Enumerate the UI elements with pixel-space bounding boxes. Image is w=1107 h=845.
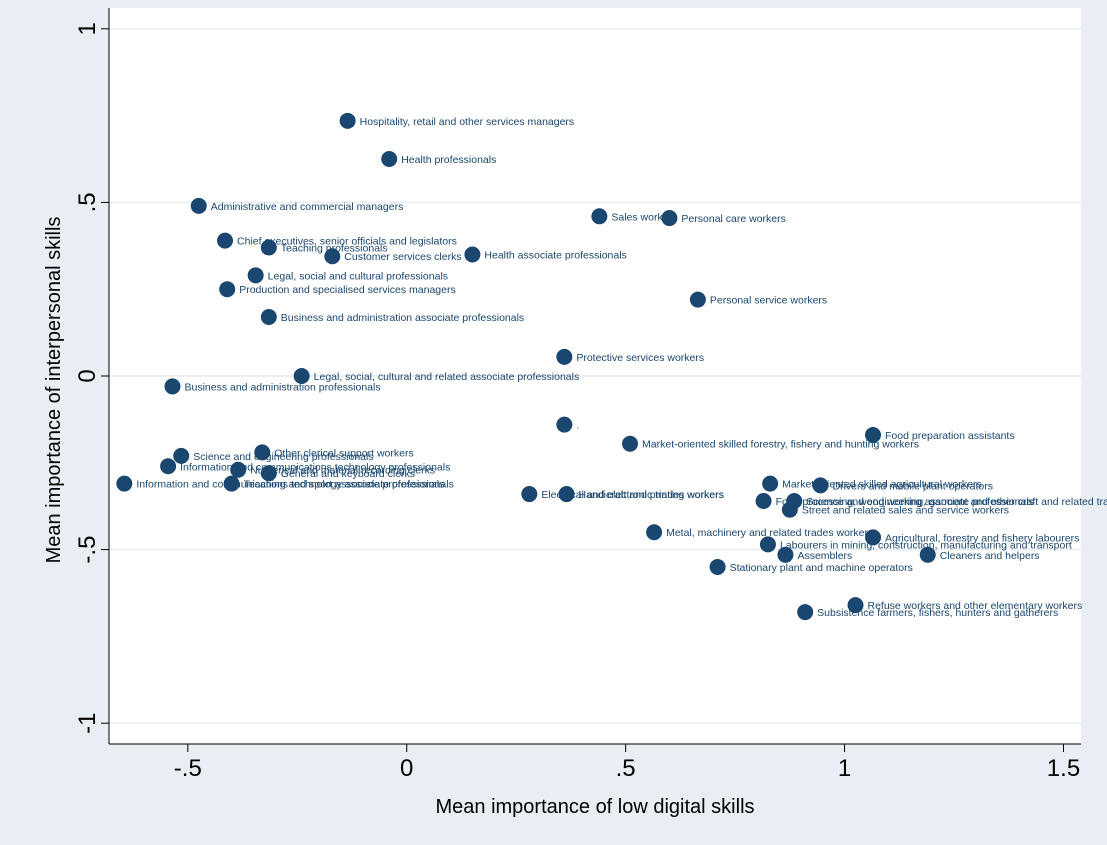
x-tick-label: -.5 (174, 755, 202, 782)
data-label: Hospitality, retail and other services m… (360, 116, 575, 128)
data-point (919, 546, 936, 563)
data-label: Electrical and electronic trades workers (541, 489, 724, 501)
data-label: Chief executives, senior officials and l… (237, 236, 457, 248)
data-label: Legal, social and cultural professionals (268, 270, 448, 282)
data-label: Information and communications technolog… (180, 461, 450, 473)
data-point (759, 536, 776, 553)
data-label: Administrative and commercial managers (211, 201, 404, 213)
data-label: General and keyboard clerks (281, 468, 415, 480)
data-point (762, 475, 779, 492)
data-point (781, 501, 798, 518)
data-point (260, 239, 277, 256)
data-label: Health associate professionals (484, 249, 626, 261)
data-point (260, 465, 277, 482)
y-tick-label: 0 (74, 369, 101, 382)
data-label: Metal, machinery and related trades work… (666, 527, 873, 539)
data-point (116, 475, 133, 492)
data-label: Food preparation assistants (885, 430, 1015, 442)
data-label: Food processing, wood working, garment a… (776, 496, 1107, 508)
data-label: Health professionals (401, 154, 496, 166)
data-label: Drivers and mobile plant operators (832, 480, 993, 492)
data-point (217, 232, 234, 249)
data-point (777, 546, 794, 563)
data-point (865, 427, 882, 444)
data-point (646, 524, 663, 541)
data-label: Numerical and material recording clerks (250, 465, 435, 477)
data-point (190, 197, 207, 214)
y-tick-label: -1 (74, 712, 101, 733)
data-label: Legal, social, cultural and related asso… (314, 371, 580, 383)
y-tick-label: -.5 (74, 536, 101, 564)
data-point (709, 558, 726, 575)
data-point (661, 210, 678, 227)
data-point (521, 486, 538, 503)
data-point (381, 151, 398, 168)
data-point (755, 492, 772, 509)
data-label: Handicraft and printing workers (579, 489, 724, 501)
data-point (591, 208, 608, 225)
data-label: Production and specialised services mana… (239, 284, 456, 296)
x-axis-title: Mean importance of low digital skills (435, 796, 754, 818)
data-point (865, 529, 882, 546)
data-point (556, 416, 573, 433)
data-label: Teaching professionals (281, 243, 388, 255)
data-label: Teaching and sport associate professiona… (244, 479, 445, 491)
data-label: Science and engineering associate profes… (806, 496, 1034, 508)
data-point (689, 291, 706, 308)
data-label: Business and administration associate pr… (281, 312, 524, 324)
data-point (160, 458, 177, 475)
data-label: Subsistence farmers, fishers, hunters an… (817, 607, 1058, 619)
data-label: Market-oriented skilled agricultural wor… (782, 479, 982, 491)
data-label: Customer services clerks (344, 251, 461, 263)
data-label: Information and communications technolog… (136, 479, 454, 491)
data-point (812, 477, 829, 494)
data-label: Stationary plant and machine operators (730, 562, 913, 574)
data-label: Sales workers (611, 211, 677, 223)
x-tick-label: 1 (838, 755, 851, 782)
data-label: Labourers in mining, construction, manuf… (780, 539, 1072, 551)
data-point (339, 112, 356, 129)
data-label: Cleaners and helpers (940, 550, 1040, 562)
data-points (116, 112, 936, 621)
point-labels: Hospitality, retail and other services m… (136, 116, 1107, 619)
x-tick-label: .5 (616, 755, 636, 782)
data-point (223, 475, 240, 492)
data-point (622, 435, 639, 452)
data-point (254, 444, 271, 461)
data-label: Agricultural, forestry and fishery labou… (885, 532, 1079, 544)
data-point (464, 246, 481, 263)
x-tick-label: 0 (400, 755, 413, 782)
data-point (247, 267, 264, 284)
gridlines (109, 28, 1081, 724)
data-point (293, 368, 310, 384)
data-point (164, 378, 181, 395)
data-point (173, 447, 190, 464)
data-label: Science and engineering professionals (193, 451, 373, 463)
y-tick-label: 1 (74, 22, 101, 35)
data-label: Business and administration professional… (184, 381, 380, 393)
y-axis-title: Mean importance of interpersonal skills (43, 217, 65, 564)
data-label: Protective services workers (576, 352, 704, 364)
data-label: Market-oriented skilled forestry, fisher… (642, 439, 919, 451)
data-point (230, 461, 247, 478)
data-label: Assemblers (797, 550, 852, 562)
data-point (556, 348, 573, 365)
data-label: Refuse workers and other elementary work… (868, 600, 1083, 612)
data-point (219, 281, 236, 298)
data-point (558, 486, 575, 503)
axes: -1 -.5 0 .5 1 -.5 0 .5 1 1.5 (74, 8, 1081, 782)
data-point (847, 597, 864, 614)
data-label: Other clerical support workers (274, 447, 413, 459)
data-point (260, 308, 277, 325)
data-label: Personal service workers (710, 295, 827, 307)
data-label: Personal care workers (681, 213, 785, 225)
data-label: Street and related sales and service wor… (802, 505, 1009, 517)
data-label: . (576, 420, 579, 432)
y-tick-label: .5 (74, 192, 101, 212)
data-point (797, 604, 814, 621)
data-point (324, 248, 341, 265)
x-tick-label: 1.5 (1047, 755, 1080, 782)
